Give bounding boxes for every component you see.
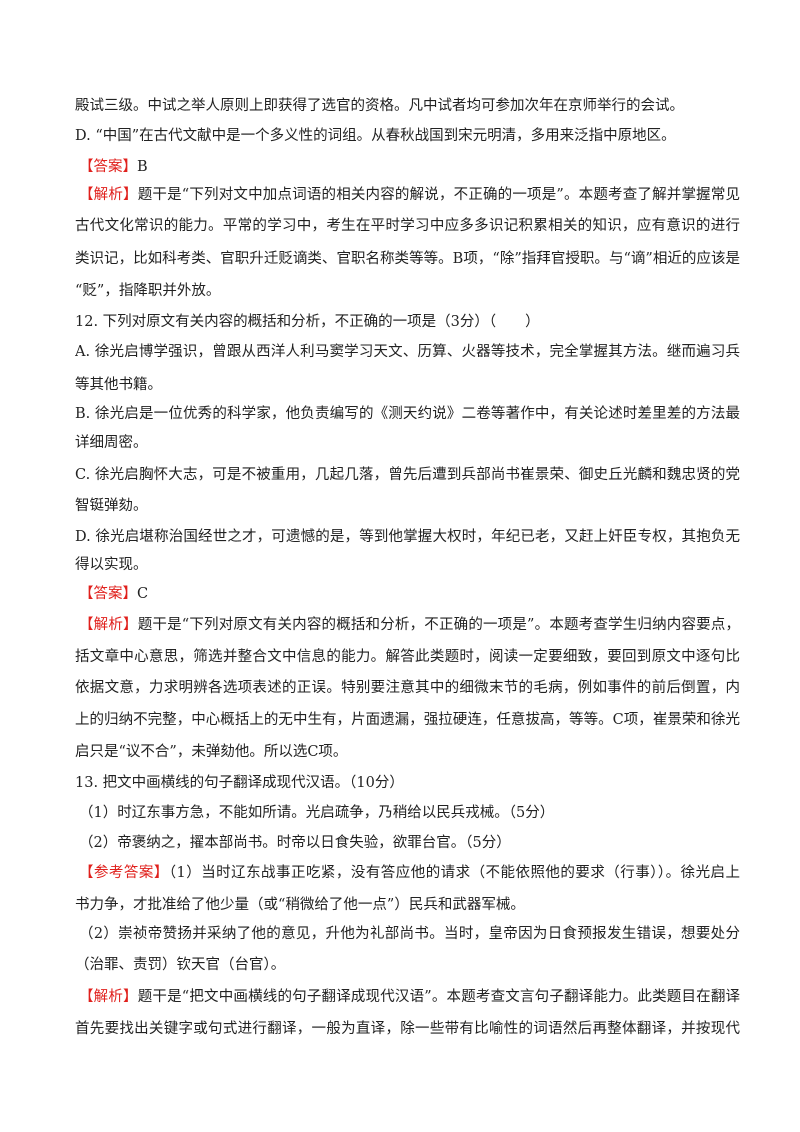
line-text: （1）时辽东事方急，不能如所请。光启疏争，乃稍给以民兵戎械。（5分） <box>79 805 555 821</box>
line-text: 详细周密。 <box>75 435 148 451</box>
text-line: 得以实现。 <box>75 555 740 575</box>
text-line: 【答案】B <box>79 157 740 177</box>
line-text: 等其他书籍。 <box>75 377 162 393</box>
line-text: 题干是“下列对原文有关内容的概括和分析，不正确的一项是”。本题考查学生归纳内容要… <box>137 617 740 633</box>
line-text: D. “中国”在古代文献中是一个多义性的词组。从春秋战国到宋元明清，多用来泛指中… <box>75 128 676 144</box>
line-text: 殿试三级。中试之举人原则上即获得了选官的资格。凡中试者均可参加次年在京师举行的会… <box>75 98 684 114</box>
text-line: 详细周密。 <box>75 433 740 453</box>
line-text: 智铤弹劾。 <box>75 498 148 514</box>
text-line: D. 徐光启堪称治国经世之才，可遗憾的是，等到他掌握大权时，年纪已老，又赶上奸臣… <box>75 527 740 547</box>
text-line: 等其他书籍。 <box>75 375 740 395</box>
text-line: 13. 把文中画横线的句子翻译成现代汉语。（10分） <box>75 773 740 793</box>
section-label: 【答案】 <box>79 159 137 175</box>
text-line: 【解析】题干是“下列对文中加点词语的相关内容的解说，不正确的一项是”。本题考查了… <box>79 185 740 205</box>
line-text: 依据文意，力求明辨各选项表述的正误。特别要注意其中的细微末节的毛病，例如事件的前… <box>75 680 740 696</box>
text-line: 【参考答案】（1）当时辽东战事正吃紧，没有答应他的请求（不能依照他的要求（行事）… <box>79 863 740 883</box>
text-line: A. 徐光启博学强识，曾跟从西洋人利马窦学习天文、历算、火器等技术，完全掌握其方… <box>75 342 740 362</box>
text-line: （治罪、责罚）钦天官（台官）。 <box>75 955 740 975</box>
text-line: 12. 下列对原文有关内容的概括和分析，不正确的一项是（3分）（ ） <box>75 312 740 332</box>
text-line: B. 徐光启是一位优秀的科学家，他负责编写的《测天约说》二卷等著作中，有关论述时… <box>75 404 740 424</box>
line-text: 上的归纳不完整，中心概括上的无中生有，片面遗漏，强拉硬连，任意拔高，等等。C项，… <box>75 712 740 728</box>
text-line: （2）崇祯帝赞扬并采纳了他的意见，升他为礼部尚书。当时，皇帝因为日食预报发生错误… <box>79 924 740 944</box>
line-text: （1）当时辽东战事正吃紧，没有答应他的请求（不能依照他的要求（行事））。徐光启上 <box>168 865 740 881</box>
line-text: 13. 把文中画横线的句子翻译成现代汉语。（10分） <box>75 775 404 791</box>
section-label: 【答案】 <box>79 586 137 602</box>
section-label: 【解析】 <box>79 187 138 203</box>
line-text: 括文章中心意思，筛选并整合文中信息的能力。解答此类题时，阅读一定要细致，要回到原… <box>75 649 740 665</box>
section-label: 【解析】 <box>79 989 138 1005</box>
line-text: B <box>137 159 148 175</box>
line-text: C <box>137 586 149 602</box>
line-text: （2）崇祯帝赞扬并采纳了他的意见，升他为礼部尚书。当时，皇帝因为日食预报发生错误… <box>79 926 740 942</box>
line-text: 启只是“议不合”，未弹劾他。所以选C项。 <box>75 744 348 760</box>
line-text: 得以实现。 <box>75 557 148 573</box>
section-label: 【参考答案】 <box>79 865 169 881</box>
text-line: 上的归纳不完整，中心概括上的无中生有，片面遗漏，强拉硬连，任意拔高，等等。C项，… <box>75 710 740 730</box>
line-text: 题干是“把文中画横线的句子翻译成现代汉语”。本题考查文言句子翻译能力。此类题目在… <box>137 989 740 1005</box>
text-line: 类识记，比如科考类、官职升迁贬谪类、官职名称类等等。B项，“除”指拜官授职。与“… <box>75 249 740 269</box>
section-label: 【解析】 <box>79 617 138 633</box>
text-line: 启只是“议不合”，未弹劾他。所以选C项。 <box>75 742 740 762</box>
text-line: 首先要找出关键字或句式进行翻译，一般为直译，除一些带有比喻性的词语然后再整体翻译… <box>75 1019 740 1039</box>
line-text: 书力争，才批准给了他少量（或“稍微给了他一点”）民兵和武器军械。 <box>75 897 525 913</box>
text-line: 【解析】题干是“下列对原文有关内容的概括和分析，不正确的一项是”。本题考查学生归… <box>79 615 740 635</box>
line-text: 题干是“下列对文中加点词语的相关内容的解说，不正确的一项是”。本题考查了解并掌握… <box>137 187 740 203</box>
text-line: 括文章中心意思，筛选并整合文中信息的能力。解答此类题时，阅读一定要细致，要回到原… <box>75 647 740 667</box>
text-line: 殿试三级。中试之举人原则上即获得了选官的资格。凡中试者均可参加次年在京师举行的会… <box>75 96 740 116</box>
text-line: C. 徐光启胸怀大志，可是不被重用，几起几落，曾先后遭到兵部尚书崔景荣、御史丘光… <box>75 465 740 485</box>
line-text: （2）帝褒纳之，擢本部尚书。时帝以日食失验，欲罪台官。（5分） <box>79 835 511 851</box>
text-line: 依据文意，力求明辨各选项表述的正误。特别要注意其中的细微末节的毛病，例如事件的前… <box>75 678 740 698</box>
text-line: “贬”，指降职并外放。 <box>75 281 740 301</box>
text-line: D. “中国”在古代文献中是一个多义性的词组。从春秋战国到宋元明清，多用来泛指中… <box>75 126 740 146</box>
text-line: （1）时辽东事方急，不能如所请。光启疏争，乃稍给以民兵戎械。（5分） <box>79 803 740 823</box>
text-line: 智铤弹劾。 <box>75 496 740 516</box>
line-text: 首先要找出关键字或句式进行翻译，一般为直译，除一些带有比喻性的词语然后再整体翻译… <box>75 1021 740 1037</box>
text-line: 【答案】C <box>79 584 740 604</box>
text-line: （2）帝褒纳之，擢本部尚书。时帝以日食失验，欲罪台官。（5分） <box>79 833 740 853</box>
line-text: 古代文化常识的能力。平常的学习中，考生在平时学习中应多多识记积累相关的知识，应有… <box>75 218 740 234</box>
line-text: 12. 下列对原文有关内容的概括和分析，不正确的一项是（3分）（ ） <box>75 314 540 330</box>
text-line: 书力争，才批准给了他少量（或“稍微给了他一点”）民兵和武器军械。 <box>75 895 740 915</box>
text-line: 【解析】题干是“把文中画横线的句子翻译成现代汉语”。本题考查文言句子翻译能力。此… <box>79 987 740 1007</box>
line-text: A. 徐光启博学强识，曾跟从西洋人利马窦学习天文、历算、火器等技术，完全掌握其方… <box>75 344 740 360</box>
line-text: 类识记，比如科考类、官职升迁贬谪类、官职名称类等等。B项，“除”指拜官授职。与“… <box>75 251 740 267</box>
line-text: （治罪、责罚）钦天官（台官）。 <box>75 957 286 973</box>
text-line: 古代文化常识的能力。平常的学习中，考生在平时学习中应多多识记积累相关的知识，应有… <box>75 216 740 236</box>
line-text: C. 徐光启胸怀大志，可是不被重用，几起几落，曾先后遭到兵部尚书崔景荣、御史丘光… <box>75 467 740 483</box>
line-text: D. 徐光启堪称治国经世之才，可遗憾的是，等到他掌握大权时，年纪已老，又赶上奸臣… <box>75 529 740 545</box>
line-text: B. 徐光启是一位优秀的科学家，他负责编写的《测天约说》二卷等著作中，有关论述时… <box>75 406 740 422</box>
line-text: “贬”，指降职并外放。 <box>75 283 221 299</box>
